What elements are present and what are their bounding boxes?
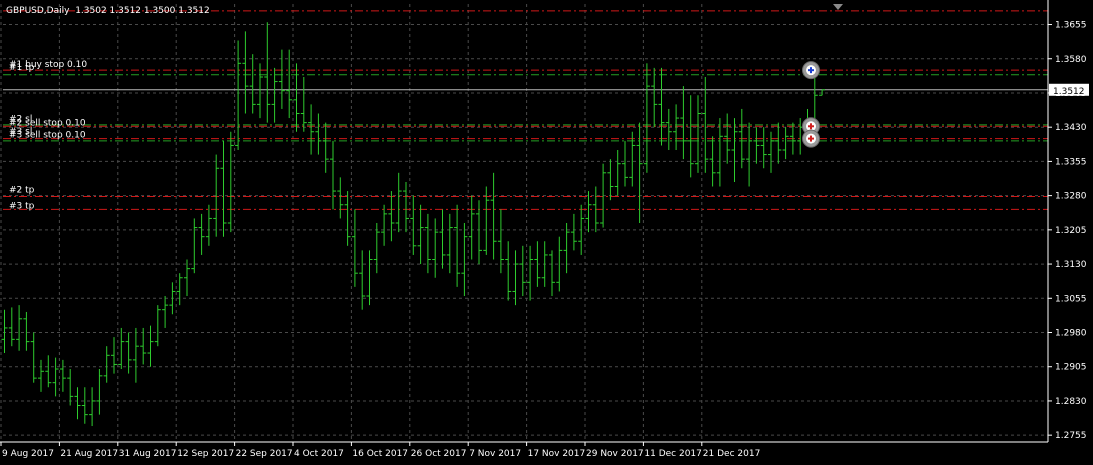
order-label: #3 sell stop 0.10	[9, 131, 86, 141]
order-label: #2 tp	[9, 185, 35, 195]
time-tick-label: 22 Sep 2017	[236, 449, 293, 459]
time-tick-label: 17 Nov 2017	[528, 449, 586, 459]
symbol-label: GBPUSD,Daily	[6, 6, 70, 16]
time-tick-label: 7 Nov 2017	[469, 449, 521, 459]
price-tick-label: 1.2830	[1055, 397, 1087, 407]
ohlc-readout: 1.3502 1.3512 1.3500 1.3512	[75, 6, 210, 16]
order-label: #3 tp	[9, 201, 35, 211]
order-label: #3 sl	[9, 127, 32, 137]
time-tick-label: 21 Aug 2017	[60, 449, 118, 459]
chart-shift-icon[interactable]	[833, 4, 843, 10]
time-tick-label: 16 Oct 2017	[352, 449, 408, 459]
time-tick-label: 26 Oct 2017	[411, 449, 467, 459]
time-tick-label: 11 Dec 2017	[644, 449, 702, 459]
price-tick-label: 1.3430	[1055, 123, 1087, 133]
price-tick-label: 1.2905	[1055, 363, 1087, 373]
price-tick-label: 1.3355	[1055, 157, 1087, 167]
time-tick-label: 12 Sep 2017	[177, 449, 234, 459]
price-tick-label: 1.2755	[1055, 431, 1087, 441]
time-tick-label: 9 Aug 2017	[2, 449, 54, 459]
price-tick-label: 1.2980	[1055, 329, 1087, 339]
order-label: #2 sl	[9, 115, 32, 125]
time-tick-label: 4 Oct 2017	[294, 449, 344, 459]
time-tick-label: 21 Dec 2017	[703, 449, 761, 459]
order-label: #2 sell stop 0.10	[9, 118, 86, 128]
time-tick-label: 31 Aug 2017	[119, 449, 177, 459]
current-price-badge	[1049, 83, 1089, 96]
order-label: #1 tp	[9, 63, 35, 73]
price-tick-label: 1.3055	[1055, 294, 1087, 304]
order-label: #1 buy stop 0.10	[9, 60, 87, 70]
price-tick-label: 1.3205	[1055, 226, 1087, 236]
price-tick-label: 1.3280	[1055, 192, 1087, 202]
current-price-label: 1.3512	[1053, 87, 1085, 97]
price-tick-label: 1.3580	[1055, 55, 1087, 65]
chart-title: GBPUSD,Daily 1.3502 1.3512 1.3500 1.3512	[6, 6, 210, 16]
price-tick-label: 1.3130	[1055, 260, 1087, 270]
price-tick-label: 1.3655	[1055, 21, 1087, 31]
time-tick-label: 29 Nov 2017	[586, 449, 644, 459]
